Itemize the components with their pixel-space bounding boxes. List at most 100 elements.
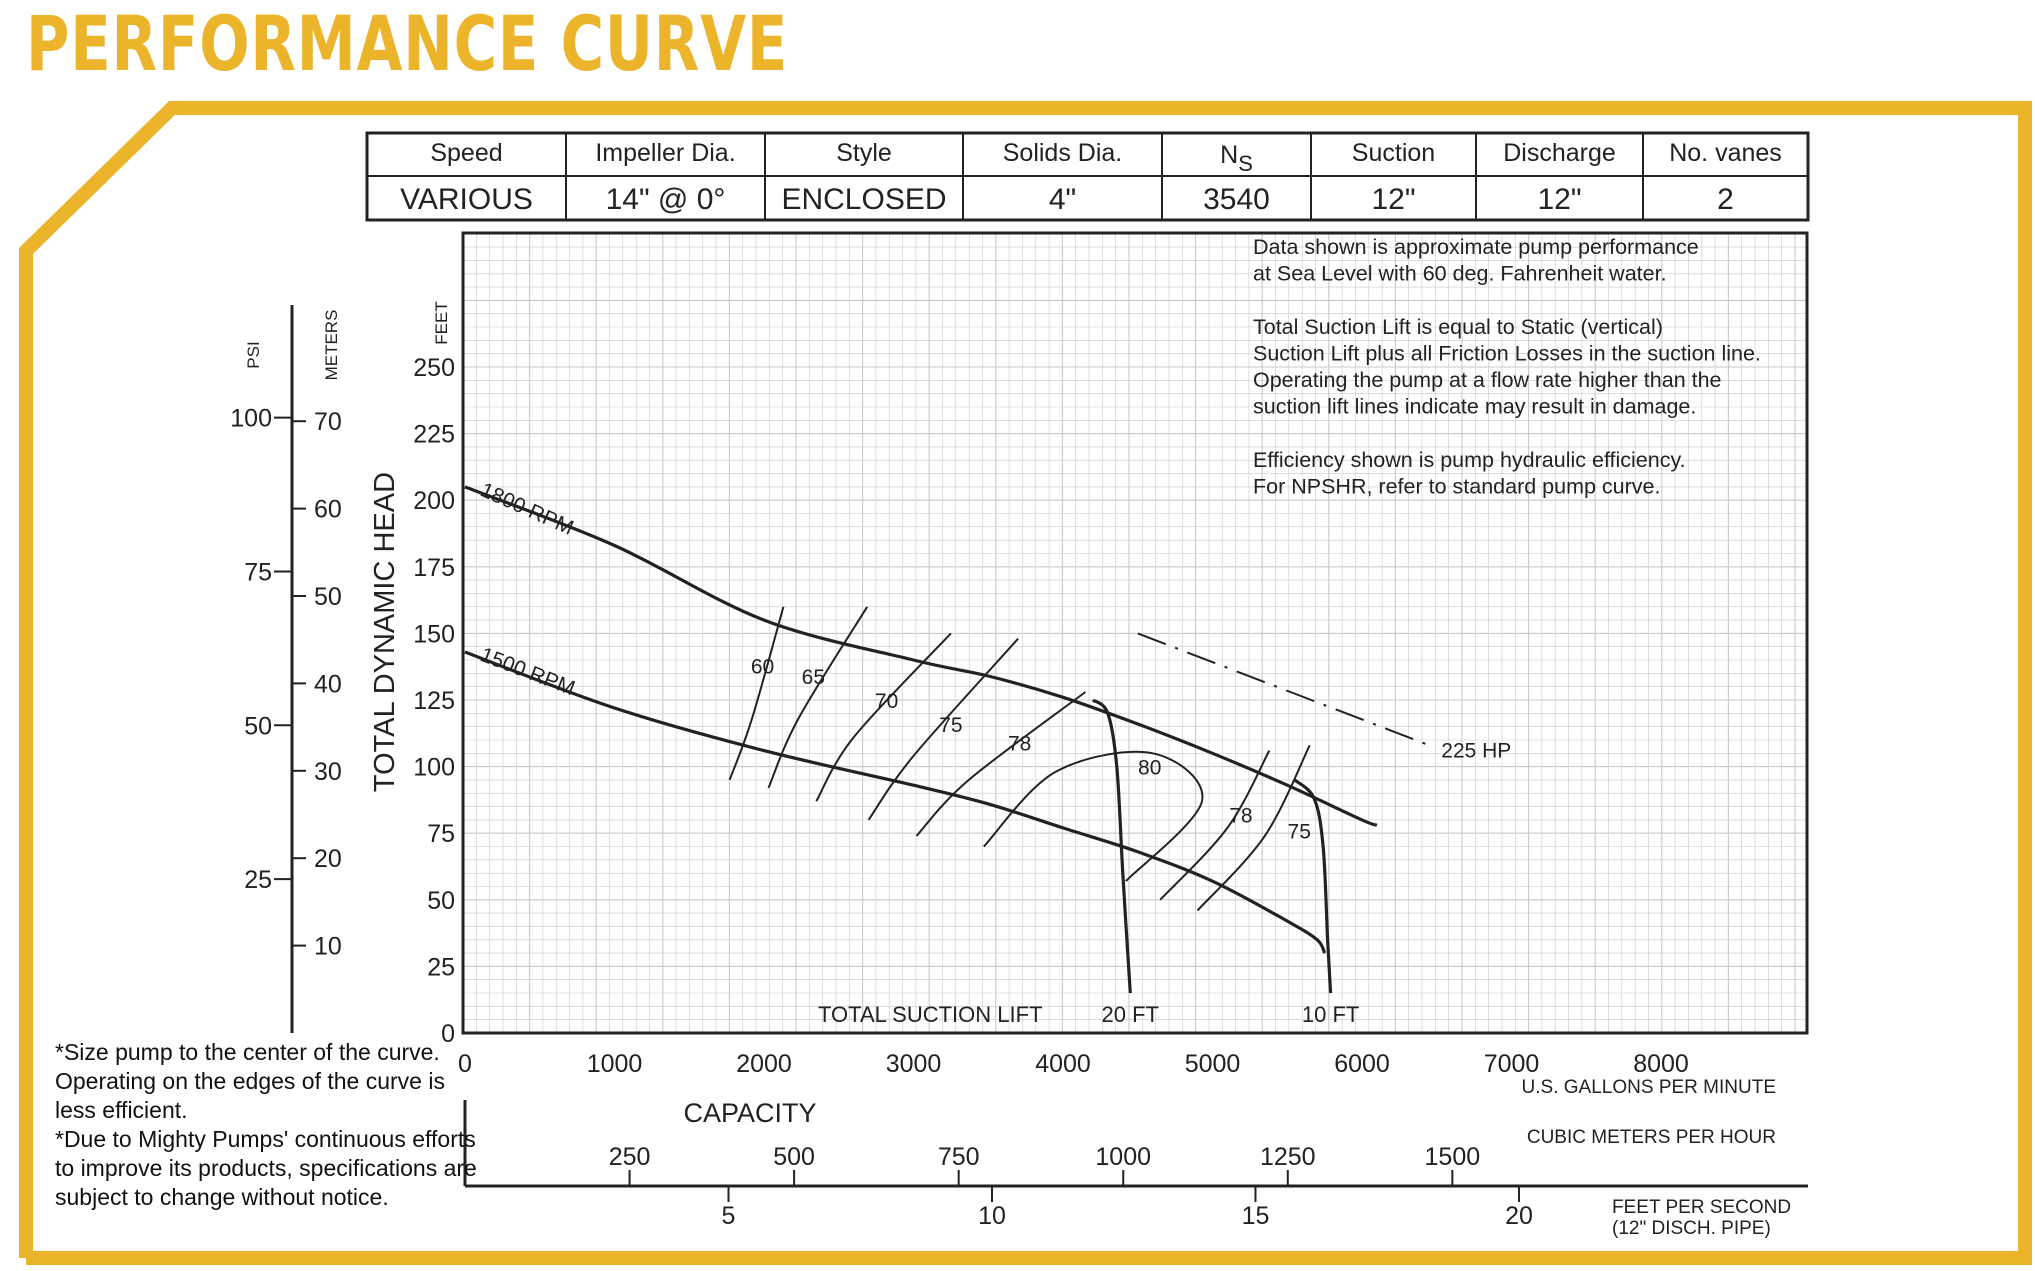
y-tick-label: 25: [427, 953, 455, 981]
psi-tick-label: 75: [244, 558, 272, 586]
x-tick-label: 0: [458, 1050, 472, 1078]
efficiency-arc: [1159, 750, 1271, 901]
y-tick-label: 250: [413, 354, 455, 382]
cmh-tick-label: 1250: [1260, 1143, 1316, 1171]
info-line: For NPSHR, refer to standard pump curve.: [1253, 474, 1660, 498]
spec-value: VARIOUS: [400, 183, 533, 216]
cmh-axis-label: CUBIC METERS PER HOUR: [1527, 1127, 1776, 1148]
plot-border: [461, 231, 1809, 1035]
suction-lift-label: 20 FT: [1102, 1002, 1159, 1027]
meters-tick-label: 50: [314, 583, 342, 611]
footnote-line: Operating on the edges of the curve is: [55, 1068, 445, 1094]
x-tick-label: 8000: [1633, 1050, 1689, 1078]
efficiency-label: 78: [1229, 805, 1252, 828]
hp-label: 225 HP: [1441, 739, 1511, 762]
spec-header: Style: [836, 139, 892, 167]
y-tick-label: 50: [427, 887, 455, 915]
spec-header: Solids Dia.: [1003, 139, 1123, 167]
info-line: Data shown is approximate pump performan…: [1253, 235, 1699, 259]
x-tick-label: 2000: [736, 1050, 792, 1078]
suction-lift-curve: [1293, 778, 1333, 994]
efficiency-arc: [983, 750, 1204, 882]
meters-tick-label: 60: [314, 496, 342, 524]
spec-header: No. vanes: [1669, 139, 1782, 167]
x-tick-label: 3000: [886, 1050, 942, 1078]
cmh-tick-label: 250: [609, 1143, 651, 1171]
y-tick-label: 225: [413, 421, 455, 449]
meters-tick-label: 70: [314, 408, 342, 436]
cmh-tick-label: 750: [938, 1143, 980, 1171]
fps-tick-label: 15: [1242, 1202, 1270, 1230]
spec-value: 14" @ 0°: [606, 183, 726, 216]
x-tick-label: 7000: [1484, 1050, 1540, 1078]
footnotes: *Size pump to the center of the curve. O…: [55, 1038, 477, 1212]
y-tick-label: 200: [413, 487, 455, 515]
spec-value: 4": [1049, 183, 1076, 216]
y-tick-label: 125: [413, 687, 455, 715]
y-tick-label: 100: [413, 754, 455, 782]
x-tick-label: 1000: [587, 1050, 643, 1078]
cmh-tick-label: 1000: [1095, 1143, 1151, 1171]
y-tick-label: 0: [441, 1020, 455, 1048]
spec-header: Discharge: [1503, 139, 1616, 167]
efficiency-arc: [815, 632, 952, 802]
x-tick-label: 5000: [1185, 1050, 1241, 1078]
spec-table: Speed VARIOUS Impeller Dia. 14" @ 0° Style EN…: [365, 131, 1810, 222]
spec-value: 12": [1537, 183, 1581, 216]
psi-axis-label: PSI: [244, 341, 263, 368]
meters-tick-label: 30: [314, 758, 342, 786]
chart-grid: [461, 231, 1809, 1035]
footnote-line: to improve its products, specifications …: [55, 1155, 477, 1181]
cmh-tick-label: 500: [773, 1143, 815, 1171]
rpm-curve-1500: [464, 650, 1327, 954]
y-tick-label: 150: [413, 620, 455, 648]
fps-axis-label: FEET PER SECOND: [1612, 1197, 1791, 1218]
efficiency-arc: [867, 638, 1019, 821]
y-unit-label: FEET: [432, 301, 451, 344]
suction-lift-label: 10 FT: [1302, 1002, 1359, 1027]
spec-header: Impeller Dia.: [595, 139, 735, 167]
spec-value: 2: [1717, 183, 1734, 216]
meters-axis-label: METERS: [322, 310, 341, 381]
info-line: Suction Lift plus all Friction Losses in…: [1253, 341, 1761, 365]
footnote-line: subject to change without notice.: [55, 1184, 389, 1210]
efficiency-arc: [915, 691, 1087, 837]
suction-lift-title: TOTAL SUCTION LIFT: [818, 1002, 1043, 1027]
cmh-tick-label: 1500: [1425, 1143, 1481, 1171]
info-line: Efficiency shown is pump hydraulic effic…: [1253, 448, 1686, 472]
fps-axis-sublabel: (12" DISCH. PIPE): [1612, 1218, 1771, 1239]
x-tick-label: 6000: [1334, 1050, 1390, 1078]
efficiency-label: 75: [1288, 821, 1311, 844]
meters-tick-label: 20: [314, 845, 342, 873]
x-tick-label: 4000: [1035, 1050, 1091, 1078]
y-axis-label: TOTAL DYNAMIC HEAD: [369, 472, 401, 792]
efficiency-label: 78: [1008, 733, 1031, 756]
spec-value: ENCLOSED: [781, 183, 946, 216]
frame-border: [19, 101, 2032, 1265]
y-tick-label: 75: [427, 820, 455, 848]
fps-tick-label: 20: [1505, 1202, 1533, 1230]
footnote-line: less efficient.: [55, 1097, 188, 1123]
efficiency-label: 70: [875, 690, 898, 713]
efficiency-label: 80: [1138, 757, 1161, 780]
info-line: Operating the pump at a flow rate higher…: [1253, 368, 1722, 392]
x-unit-label: U.S. GALLONS PER MINUTE: [1522, 1077, 1776, 1098]
efficiency-arc: [1196, 744, 1311, 912]
psi-tick-label: 50: [244, 712, 272, 740]
spec-header: Speed: [430, 139, 502, 167]
fps-tick-label: 5: [722, 1202, 736, 1230]
footnote-line: *Due to Mighty Pumps' continuous efforts: [55, 1126, 476, 1152]
psi-tick-label: 25: [244, 866, 272, 894]
efficiency-label: 65: [802, 666, 825, 689]
efficiency-label: 60: [751, 655, 774, 678]
efficiency-arc: [767, 606, 869, 789]
meters-tick-label: 40: [314, 670, 342, 698]
efficiency-arc: [728, 606, 785, 781]
meters-tick-label: 10: [314, 933, 342, 961]
footnote-line: *Size pump to the center of the curve.: [55, 1039, 440, 1065]
info-line: Total Suction Lift is equal to Static (v…: [1253, 315, 1663, 339]
spec-value: 3540: [1203, 183, 1270, 216]
page-title: PERFORMANCE CURVE: [26, 0, 789, 88]
